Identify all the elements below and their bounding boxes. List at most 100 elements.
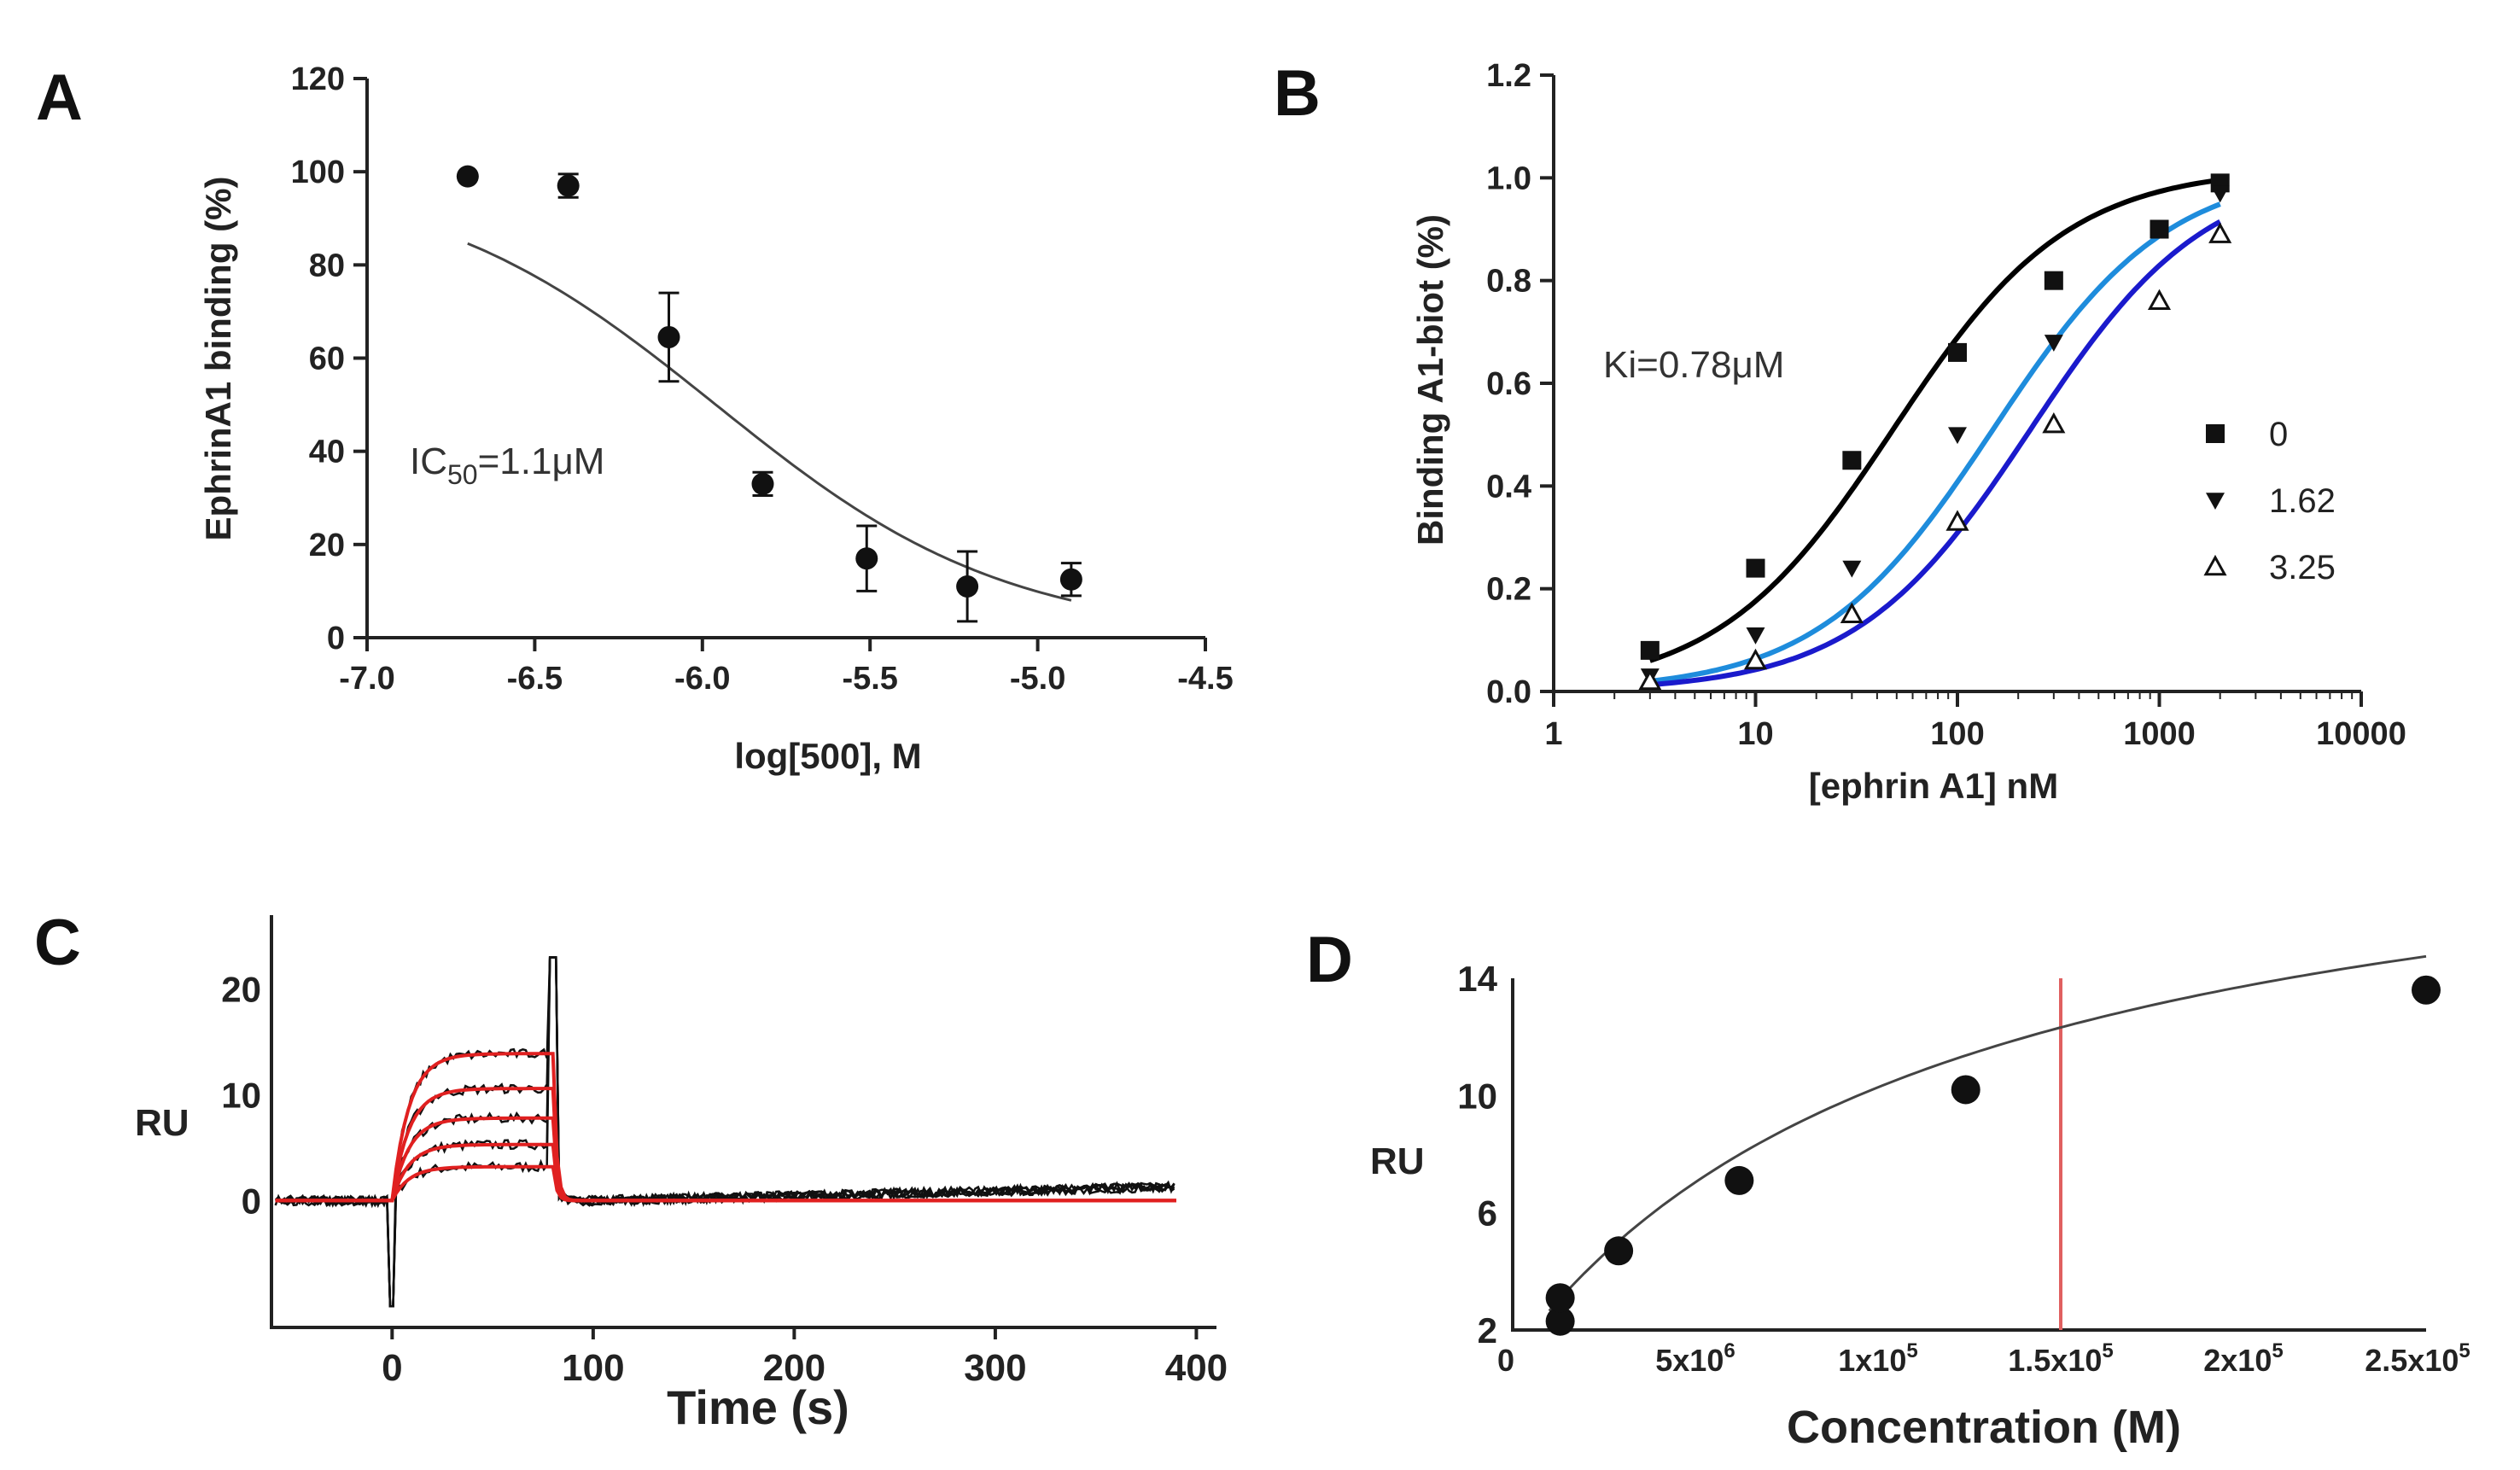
panel-b-data-point-0 xyxy=(1842,451,1862,470)
panel-d-axes xyxy=(1511,978,2426,1332)
panel-b-xtick-label: 1 xyxy=(1544,716,1562,752)
panel-d-ytick-label: 14 xyxy=(1457,959,1497,999)
panel-b-ytick-label: 1.2 xyxy=(1486,58,1531,94)
panel-d-xtick-sup: 5 xyxy=(2102,1339,2113,1362)
panel-b-data-point-3.25 xyxy=(2208,222,2232,243)
panel-b-xtick-label: 1000 xyxy=(2123,716,2196,752)
panel-b-ytick-label: 0.8 xyxy=(1486,264,1531,300)
panel-d-fit-curve xyxy=(1548,954,2427,1312)
panel-c-ytick-label: 0 xyxy=(242,1181,261,1221)
panel-c-xtick-label: 400 xyxy=(1165,1347,1228,1389)
panel-b-ylabel: Binding A1-biot (%) xyxy=(1410,214,1450,545)
panel-b-ytick-label: 1.0 xyxy=(1486,160,1531,196)
panel-a-ic50-label: IC50=1.1μM xyxy=(410,440,604,490)
panel-letter-d: D xyxy=(1306,924,1353,996)
panel-a-xtick-label: -6.5 xyxy=(507,661,563,697)
panel-d-ylabel: RU xyxy=(1370,1140,1425,1182)
panel-d-xtick-label: 2x105 xyxy=(2203,1339,2283,1378)
panel-d-xtick-base: 2x10 xyxy=(2203,1343,2272,1378)
panel-a-xtick-label: -6.0 xyxy=(674,661,730,697)
panel-b-legend-label: 1.62 xyxy=(2269,482,2336,520)
panel-b-data-point-0 xyxy=(1746,558,1765,578)
panel-c-xtick-label: 300 xyxy=(964,1347,1026,1389)
panel-letter-a: A xyxy=(36,61,83,134)
panel-letter-b: B xyxy=(1274,57,1321,130)
panel-a-ic50-suffix: =1.1μM xyxy=(478,440,605,482)
panel-a-annotation: IC50=1.1μM xyxy=(410,440,604,490)
panel-c-fit-trace-4 xyxy=(275,1052,1176,1203)
panel-a-data-point xyxy=(751,472,774,495)
panel-b-fit-0 xyxy=(1648,177,2221,663)
panel-a-data-point xyxy=(657,325,680,348)
panel-d-xtick-sup: 6 xyxy=(1724,1339,1735,1362)
panel-d-xlabel: Concentration (M) xyxy=(1787,1402,2181,1453)
panel-a-ytick-label: 60 xyxy=(309,341,345,377)
panel-d-data-point xyxy=(1545,1283,1575,1313)
panel-d-xtick-label: 5x106 xyxy=(1655,1339,1735,1378)
panel-c-axes xyxy=(270,915,1216,1329)
panel-d-xtick-base: 1.5x10 xyxy=(2008,1343,2102,1378)
panel-a-data-point xyxy=(956,575,979,598)
panel-d-xtick-base: 1x10 xyxy=(1838,1343,1906,1378)
panel-c-xlabel: Time (s) xyxy=(667,1380,849,1434)
panel-a-data-point xyxy=(1059,568,1082,591)
panel-a-ic50-sub: 50 xyxy=(447,459,478,490)
panel-a-ytick-label: 80 xyxy=(309,248,345,283)
panel-c-ylabel: RU xyxy=(135,1102,190,1144)
panel-b-xtick-label: 10 xyxy=(1737,716,1773,752)
panel-d-ytick-label: 6 xyxy=(1478,1193,1497,1234)
panel-b-legend-label: 0 xyxy=(2269,416,2288,453)
panel-c-xtick-label: 0 xyxy=(382,1347,402,1389)
panel-d-data-point xyxy=(2412,975,2441,1005)
panel-b-legend-marker xyxy=(2203,554,2227,576)
panel-b-xlabel: [ephrin A1] nM xyxy=(1809,766,2058,806)
panel-d-xtick-label: 2.5x105 xyxy=(2365,1339,2470,1378)
panel-b-data-point-3.25 xyxy=(2147,289,2172,311)
panel-b-ytick-label: 0.0 xyxy=(1486,674,1531,710)
panel-a-ylabel: EphrinA1 binding (%) xyxy=(198,177,238,541)
panel-a-data-point xyxy=(855,547,878,570)
panel-a-data-point xyxy=(557,174,580,197)
panel-b-data-point-3.25 xyxy=(1638,668,1662,691)
panel-a: A EphrinA1 binding (%) log[500], M IC50=… xyxy=(36,61,1234,776)
panel-d-xtick-sup: 5 xyxy=(1906,1339,1917,1362)
panel-d-xtick-base: 2.5x10 xyxy=(2365,1343,2459,1378)
panel-a-data-point xyxy=(456,165,479,188)
panel-a-ytick-label: 20 xyxy=(309,528,345,563)
panel-a-fit-curve xyxy=(467,242,1072,602)
panel-b-data-point-1.62 xyxy=(1746,627,1765,645)
panel-b-xtick-label: 100 xyxy=(1930,716,1984,752)
panel-d-ytick-label: 10 xyxy=(1457,1076,1497,1116)
panel-b: B Binding A1-biot (%) [ephrin A1] nM Ki=… xyxy=(1274,57,2406,806)
panel-d-xtick-sup: 5 xyxy=(2272,1339,2283,1362)
panel-b-data-point-1.62 xyxy=(2150,221,2169,239)
panel-c-xtick-label: 200 xyxy=(763,1347,825,1389)
panel-b-ytick-label: 0.6 xyxy=(1486,366,1531,402)
panel-b-ytick-label: 0.2 xyxy=(1486,572,1531,608)
panel-d-xtick-base: 0 xyxy=(1497,1343,1514,1378)
panel-b-data-point-1.62 xyxy=(2210,185,2230,203)
panel-b-data-point-1.62 xyxy=(1948,427,1967,445)
panel-d-xtick-label: 1x105 xyxy=(1838,1339,1917,1378)
panel-a-ytick-label: 120 xyxy=(291,61,345,97)
panel-letter-c: C xyxy=(34,907,81,979)
panel-b-annotation: Ki=0.78μM xyxy=(1603,344,1784,386)
panel-b-xtick-label: 10000 xyxy=(2316,716,2406,752)
panel-d-xtick-sup: 5 xyxy=(2459,1339,2470,1362)
panel-b-data-point-3.25 xyxy=(1743,648,1768,670)
panel-a-ytick-label: 0 xyxy=(327,621,345,656)
panel-a-xtick-label: -5.5 xyxy=(842,661,897,697)
panel-b-fit-2 xyxy=(1649,219,2222,688)
panel-d-xtick-label: 0 xyxy=(1497,1343,1514,1378)
panel-d-xtick-label: 1.5x105 xyxy=(2008,1339,2113,1378)
panel-c-ytick-label: 20 xyxy=(221,970,261,1010)
panel-c-xtick-label: 100 xyxy=(562,1347,624,1389)
panel-b-legend-label: 3.25 xyxy=(2269,549,2336,586)
panel-d-data-point xyxy=(1545,1306,1575,1336)
panel-d-xtick-base: 5x10 xyxy=(1655,1343,1724,1378)
panel-b-data-point-0 xyxy=(2044,271,2063,290)
panel-a-xtick-label: -4.5 xyxy=(1177,661,1233,697)
